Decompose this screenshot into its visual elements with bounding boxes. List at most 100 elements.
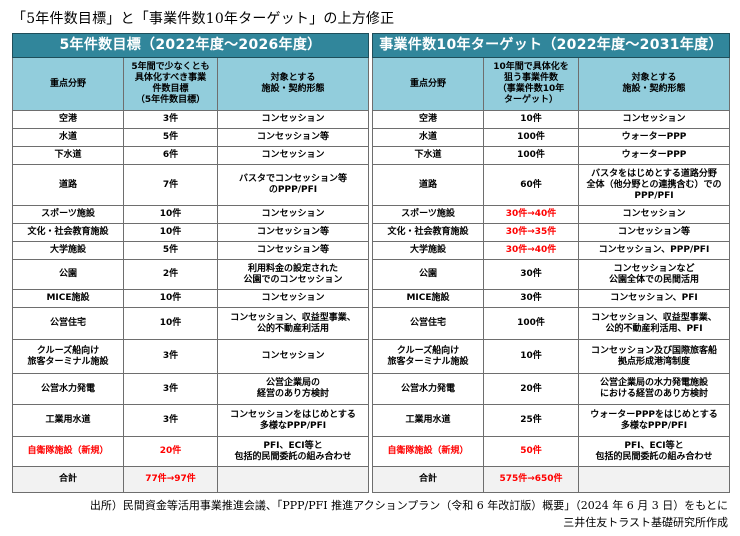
form-cell: コンセッションをはじめとする 多様なPPP/PFI [216, 404, 370, 437]
table-row: 空港 10件 コンセッション [372, 110, 730, 129]
table-row: 公園 30件 コンセッションなど 公園全体での民間活用 [372, 259, 730, 290]
total-form [216, 466, 370, 493]
source-line-1: 出所）民間資金等活用事業推進会議、「PPP/PFI 推進アクションプラン（令和 … [89, 499, 728, 512]
column-header: 重点分野 [372, 57, 484, 111]
count-cell: 10件 [123, 307, 218, 340]
field-cell: 公営水力発電 [372, 373, 484, 405]
total-count: 77件→97件 [123, 466, 218, 493]
total-count: 575件→650件 [483, 466, 579, 493]
table-body: 空港 10件 コンセッション 水道 100件 ウォーターPPP 下水道 100件 ウォーターPP… [372, 110, 730, 493]
table-row: MICE施設 30件 コンセッション、PFI [372, 289, 730, 308]
table-row: 公営水力発電 3件 公営企業局の 経営のあり方検討 [12, 373, 370, 405]
count-cell: 10件 [123, 223, 218, 242]
form-cell: ウォーターPPP [578, 128, 730, 147]
form-cell: コンセッション、PPP/PFI [578, 241, 730, 260]
table-row: 公園 2件 利用料金の設定された 公園でのコンセッション [12, 259, 370, 290]
field-cell: 道路 [12, 164, 124, 206]
form-cell: コンセッション [216, 289, 370, 308]
form-cell: コンセッション [216, 110, 370, 129]
count-cell: 10件 [483, 339, 579, 374]
count-cell: 3件 [123, 404, 218, 437]
form-cell: コンセッションなど 公園全体での民間活用 [578, 259, 730, 290]
count-cell: 7件 [123, 164, 218, 206]
count-cell: 3件 [123, 373, 218, 405]
field-cell: 自衛隊施設（新規） [12, 436, 124, 467]
column-header: 対象とする 施設・契約形態 [578, 57, 730, 111]
count-cell: 5件 [123, 128, 218, 147]
form-cell: コンセッション [578, 205, 730, 224]
field-cell: MICE施設 [12, 289, 124, 308]
field-cell: クルーズ船向け 旅客ターミナル施設 [372, 339, 484, 374]
source-note: 出所）民間資金等活用事業推進会議、「PPP/PFI 推進アクションプラン（令和 … [90, 497, 728, 531]
table-row: 水道 100件 ウォーターPPP [372, 128, 730, 147]
field-cell: 公営住宅 [12, 307, 124, 340]
table-row: 道路 7件 バスタでコンセッション等 のPPP/PFI [12, 164, 370, 206]
form-cell: バスタでコンセッション等 のPPP/PFI [216, 164, 370, 206]
table-row: 下水道 100件 ウォーターPPP [372, 146, 730, 165]
form-cell: 公営企業局の水力発電施設 における経営のあり方検討 [578, 373, 730, 405]
form-cell: コンセッション [216, 146, 370, 165]
total-label: 合計 [372, 466, 484, 493]
form-cell: ウォーターPPPをはじめとする 多様なPPP/PFI [578, 404, 730, 437]
form-cell: バスタをはじめとする道路分野 全体（他分野との連携含む）での PPP/PFI [578, 164, 730, 206]
form-cell: 公営企業局の 経営のあり方検討 [216, 373, 370, 405]
field-cell: 大学施設 [12, 241, 124, 260]
form-cell: コンセッション、収益型事業、 公的不動産利活用 [216, 307, 370, 340]
count-cell: 30件→40件 [483, 205, 579, 224]
count-cell: 100件 [483, 307, 579, 340]
count-cell: 25件 [483, 404, 579, 437]
count-cell: 2件 [123, 259, 218, 290]
count-cell: 100件 [483, 146, 579, 165]
table-row: 文化・社会教育施設 10件 コンセッション等 [12, 223, 370, 242]
field-cell: 工業用水道 [12, 404, 124, 437]
count-cell: 10件 [483, 110, 579, 129]
five-year-target-table: 5年件数目標（2022年度～2026年度） 重点分野 5年間で少なくとも 具体化す… [11, 33, 370, 493]
ten-year-target-table: 事業件数10年ターゲット（2022年度～2031年度） 重点分野 10年間で具体… [372, 33, 730, 493]
form-cell: コンセッション及び国際旅客船 拠点形成港湾制度 [578, 339, 730, 374]
total-form [578, 466, 730, 493]
form-cell: コンセッション、PFI [578, 289, 730, 308]
count-cell: 3件 [123, 110, 218, 129]
form-cell: コンセッション、収益型事業、 公的不動産利活用、PFI [578, 307, 730, 340]
count-cell: 20件 [123, 436, 218, 467]
field-cell: 空港 [12, 110, 124, 129]
form-cell: PFI、ECI等と 包括的民間委託の組み合わせ [216, 436, 370, 467]
count-cell: 30件→35件 [483, 223, 579, 242]
table-row: 工業用水道 3件 コンセッションをはじめとする 多様なPPP/PFI [12, 404, 370, 437]
form-cell: コンセッション等 [216, 241, 370, 260]
form-cell: コンセッション [578, 110, 730, 129]
count-cell: 3件 [123, 339, 218, 374]
field-cell: 道路 [372, 164, 484, 206]
field-cell: 空港 [372, 110, 484, 129]
field-cell: 公園 [12, 259, 124, 290]
table-row: スポーツ施設 10件 コンセッション [12, 205, 370, 224]
table-title: 5年件数目標（2022年度～2026年度） [11, 33, 370, 58]
count-cell: 20件 [483, 373, 579, 405]
form-cell: 利用料金の設定された 公園でのコンセッション [216, 259, 370, 290]
field-cell: クルーズ船向け 旅客ターミナル施設 [12, 339, 124, 374]
source-line-2: 三井住友トラスト基礎研究所作成 [563, 516, 728, 529]
count-cell: 30件→40件 [483, 241, 579, 260]
column-header: 10年間で具体化を 狙う事業件数 （事業件数10年 ターゲット） [483, 57, 579, 111]
total-label: 合計 [12, 466, 124, 493]
count-cell: 5件 [123, 241, 218, 260]
table-row: 公営住宅 10件 コンセッション、収益型事業、 公的不動産利活用 [12, 307, 370, 340]
table-body: 空港 3件 コンセッション 水道 5件 コンセッション等 下水道 6件 コンセッション 道路 7件バ… [12, 110, 370, 493]
field-cell: スポーツ施設 [372, 205, 484, 224]
form-cell: コンセッション等 [216, 128, 370, 147]
table-row: 水道 5件 コンセッション等 [12, 128, 370, 147]
field-cell: 公園 [372, 259, 484, 290]
count-cell: 30件 [483, 259, 579, 290]
column-header: 重点分野 [12, 57, 124, 111]
field-cell: 工業用水道 [372, 404, 484, 437]
count-cell: 30件 [483, 289, 579, 308]
form-cell: コンセッション等 [578, 223, 730, 242]
table-row: 工業用水道 25件 ウォーターPPPをはじめとする 多様なPPP/PFI [372, 404, 730, 437]
total-row: 合計 77件→97件 [12, 466, 370, 493]
table-row: 公営水力発電 20件 公営企業局の水力発電施設 における経営のあり方検討 [372, 373, 730, 405]
form-cell: ウォーターPPP [578, 146, 730, 165]
field-cell: 公営住宅 [372, 307, 484, 340]
form-cell: PFI、ECI等と 包括的民間委託の組み合わせ [578, 436, 730, 467]
field-cell: 文化・社会教育施設 [372, 223, 484, 242]
table-row: クルーズ船向け 旅客ターミナル施設 3件 コンセッション [12, 339, 370, 374]
